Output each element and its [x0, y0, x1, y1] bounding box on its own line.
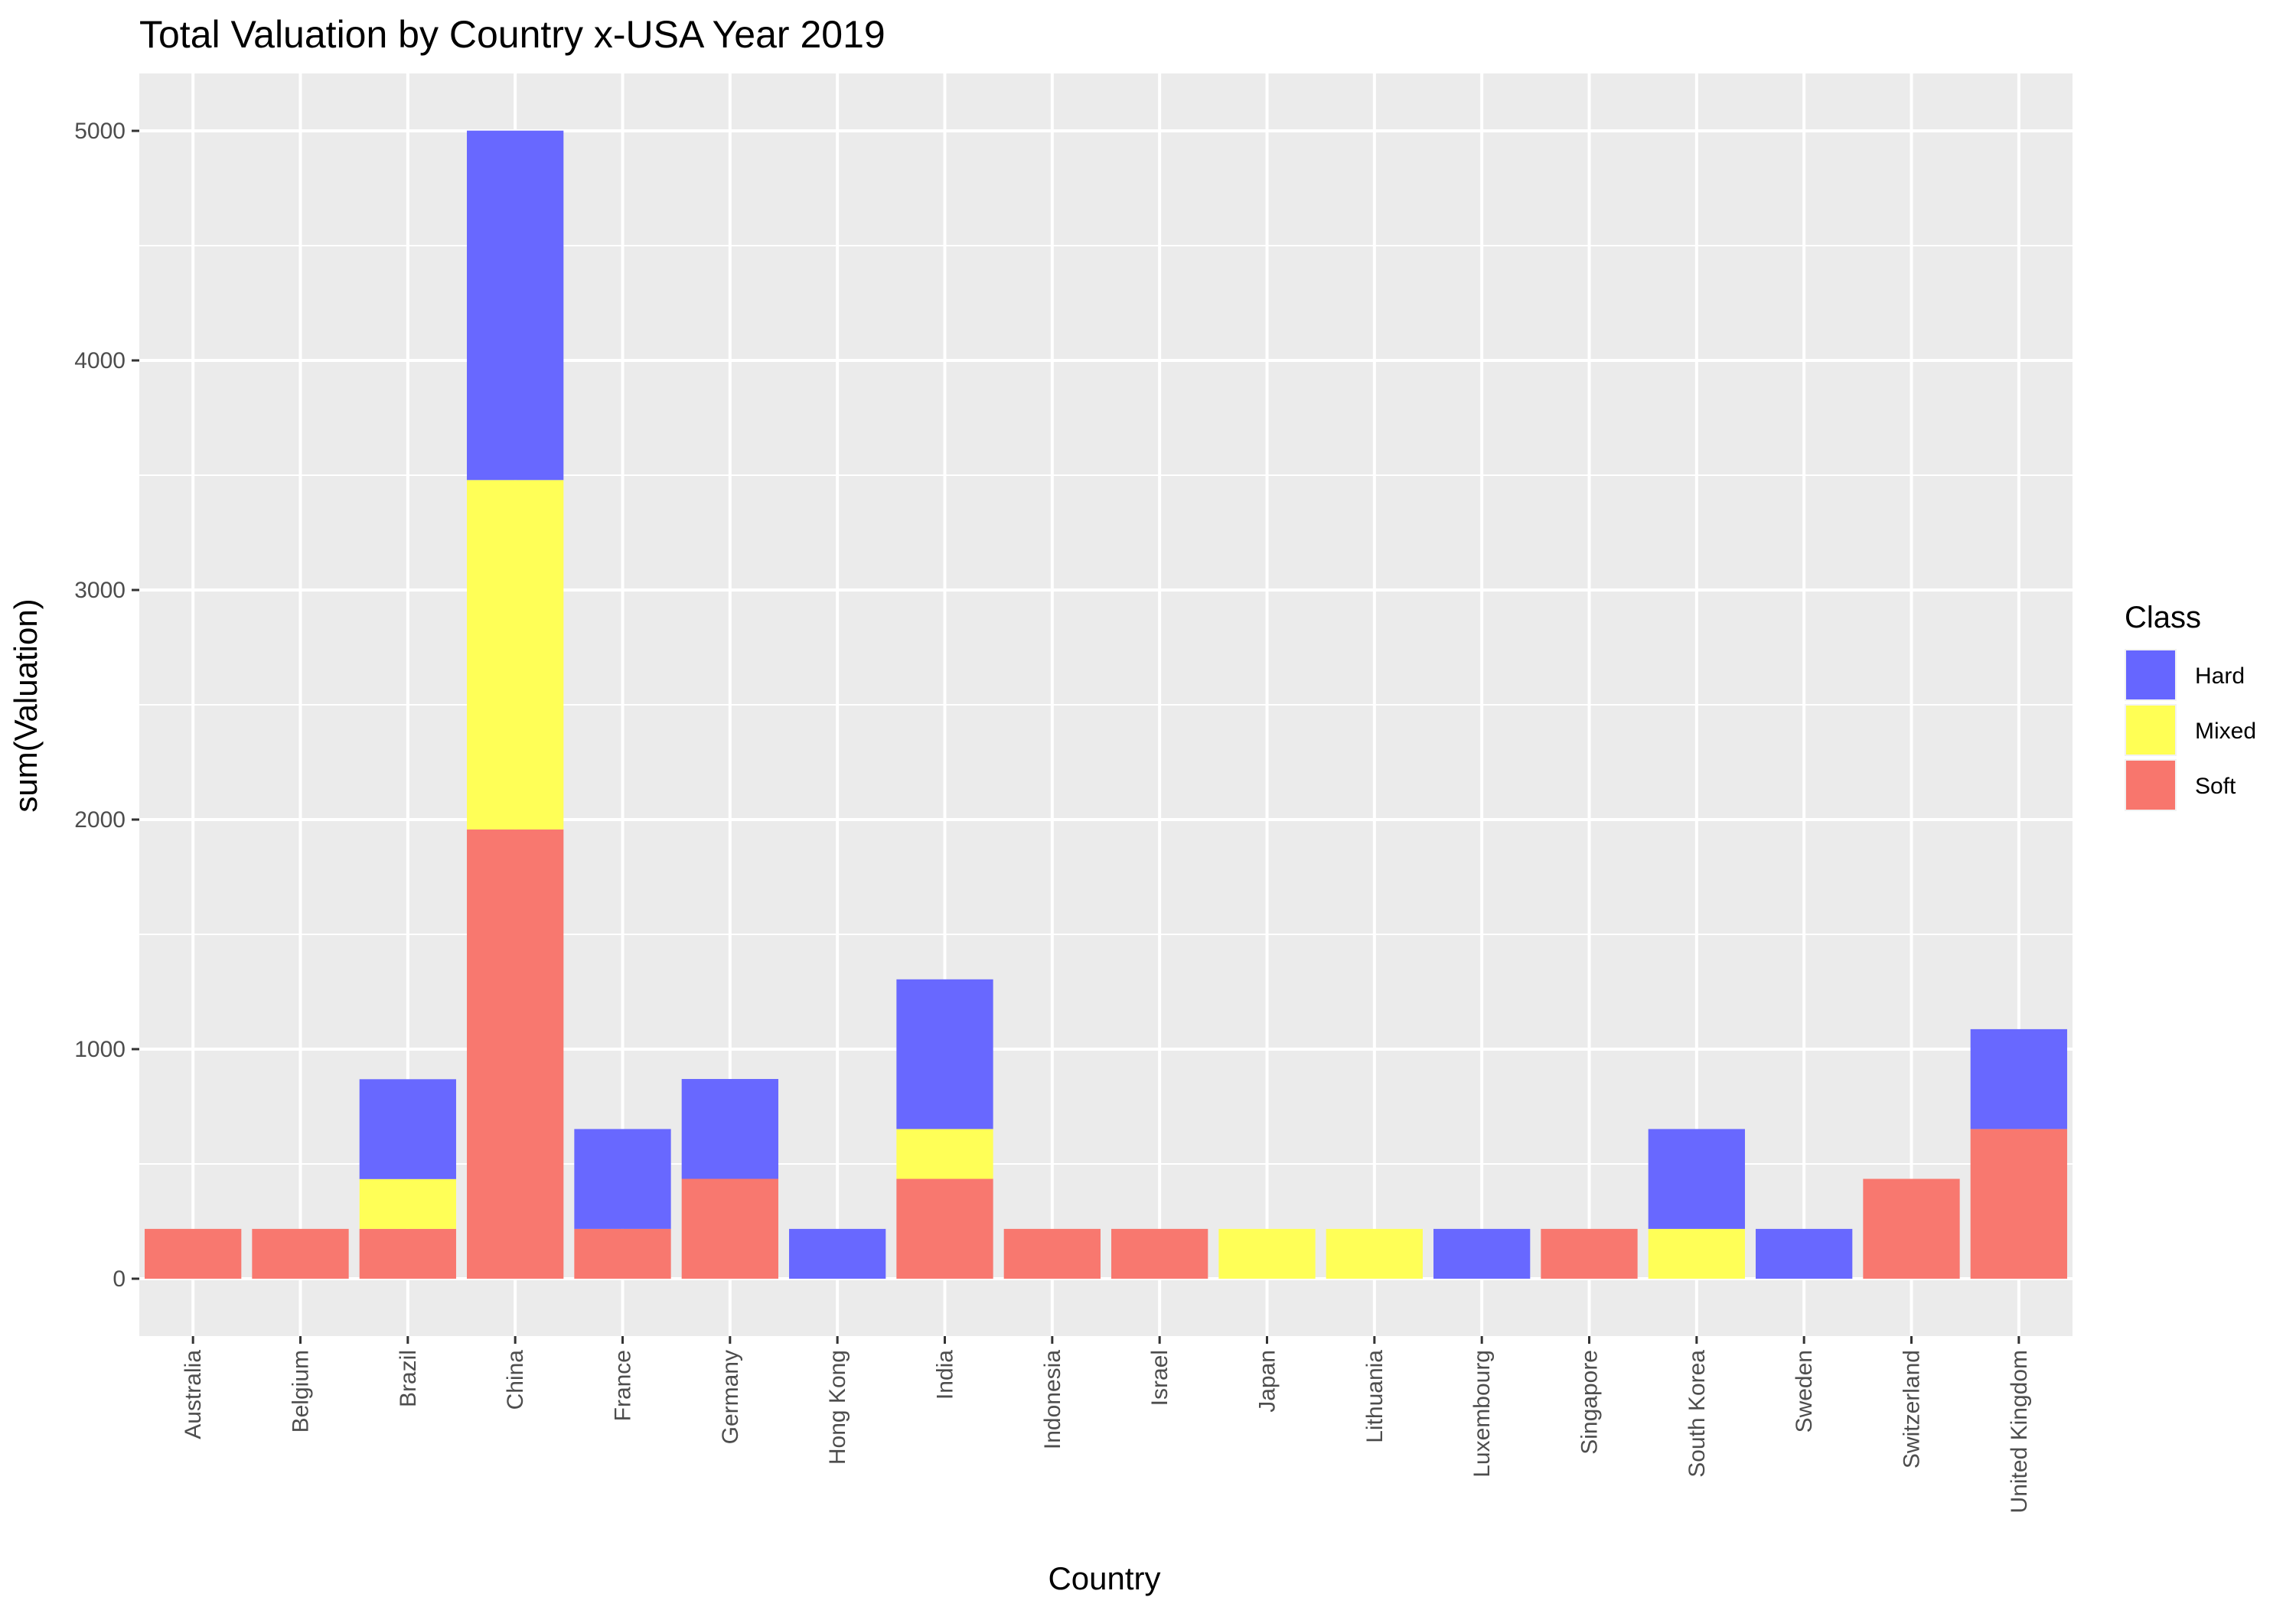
x-tick-label: India: [933, 1350, 958, 1400]
y-tick-label: 1000: [74, 1037, 126, 1062]
x-tick-label: China: [503, 1350, 528, 1410]
x-tick-label: Singapore: [1577, 1350, 1603, 1455]
bar-soft-brazil: [359, 1228, 456, 1279]
x-tick-label: United Kingdom: [2007, 1350, 2032, 1513]
x-axis: Australia Belgium Brazil China France Germany…: [181, 1336, 2032, 1513]
y-tick-label: 2000: [74, 807, 126, 833]
legend: Class Hard Mixed Soft: [2125, 601, 2256, 811]
bar-soft-israel: [1111, 1228, 1208, 1279]
bar-soft-australia: [145, 1228, 242, 1279]
legend-label-hard: Hard: [2195, 663, 2245, 689]
bar-soft-france: [574, 1228, 671, 1279]
y-axis-title: sum(Valuation): [8, 598, 44, 812]
bar-hard-germany: [681, 1079, 778, 1179]
y-tick-label: 3000: [74, 578, 126, 603]
bar-hard-south-korea: [1648, 1129, 1745, 1229]
bar-hard-brazil: [359, 1079, 456, 1179]
x-tick-label: Brazil: [396, 1350, 421, 1407]
bar-hard-hong-kong: [789, 1228, 886, 1279]
legend-key-soft: [2126, 761, 2175, 810]
legend-label-soft: Soft: [2195, 774, 2236, 799]
legend-key-hard: [2126, 650, 2175, 699]
x-tick-label: Indonesia: [1040, 1350, 1065, 1449]
x-tick-label: Belgium: [289, 1350, 314, 1433]
bar-hard-sweden: [1756, 1228, 1853, 1279]
bar-hard-france: [574, 1129, 671, 1229]
bar-hard-united-kingdom: [1970, 1028, 2067, 1129]
y-axis: 0 1000 2000 3000 4000 5000: [74, 119, 139, 1292]
bars-layer: [145, 130, 2067, 1279]
bar-mixed-india: [896, 1129, 993, 1179]
bar-soft-indonesia: [1003, 1228, 1101, 1279]
x-axis-title: Country: [1048, 1560, 1160, 1596]
bar-soft-belgium: [252, 1228, 349, 1279]
bar-soft-united-kingdom: [1970, 1129, 2067, 1279]
legend-title: Class: [2125, 601, 2201, 634]
x-tick-label: Luxembourg: [1469, 1350, 1495, 1478]
y-tick-label: 4000: [74, 348, 126, 373]
y-tick-label: 5000: [74, 119, 126, 144]
bar-mixed-lithuania: [1326, 1228, 1423, 1279]
x-tick-label: South Korea: [1684, 1350, 1710, 1478]
bar-soft-switzerland: [1863, 1178, 1960, 1279]
x-tick-label: Japan: [1255, 1350, 1280, 1413]
bar-hard-china: [467, 130, 564, 481]
bar-soft-india: [896, 1178, 993, 1279]
bar-mixed-japan: [1218, 1228, 1316, 1279]
bar-soft-germany: [681, 1178, 778, 1279]
y-tick-label: 0: [113, 1266, 126, 1292]
x-tick-label: Lithuania: [1362, 1350, 1388, 1443]
bar-mixed-brazil: [359, 1178, 456, 1229]
bar-hard-luxembourg: [1433, 1228, 1531, 1279]
x-tick-label: Israel: [1147, 1350, 1172, 1406]
x-tick-label: Switzerland: [1900, 1350, 1925, 1468]
x-tick-label: Australia: [181, 1350, 206, 1439]
bar-soft-china: [467, 829, 564, 1279]
chart-title: Total Valuation by Country x-USA Year 20…: [139, 13, 885, 56]
x-tick-label: Germany: [718, 1350, 743, 1444]
x-tick-label: Sweden: [1792, 1350, 1817, 1433]
bar-soft-singapore: [1541, 1228, 1638, 1279]
bar-mixed-south-korea: [1648, 1228, 1745, 1279]
legend-key-mixed: [2126, 706, 2175, 755]
bar-hard-india: [896, 979, 993, 1129]
bar-mixed-china: [467, 480, 564, 830]
plot-panel: [139, 73, 2073, 1336]
legend-label-mixed: Mixed: [2195, 719, 2256, 744]
x-tick-label: Hong Kong: [825, 1350, 850, 1465]
x-tick-label: France: [611, 1350, 636, 1421]
